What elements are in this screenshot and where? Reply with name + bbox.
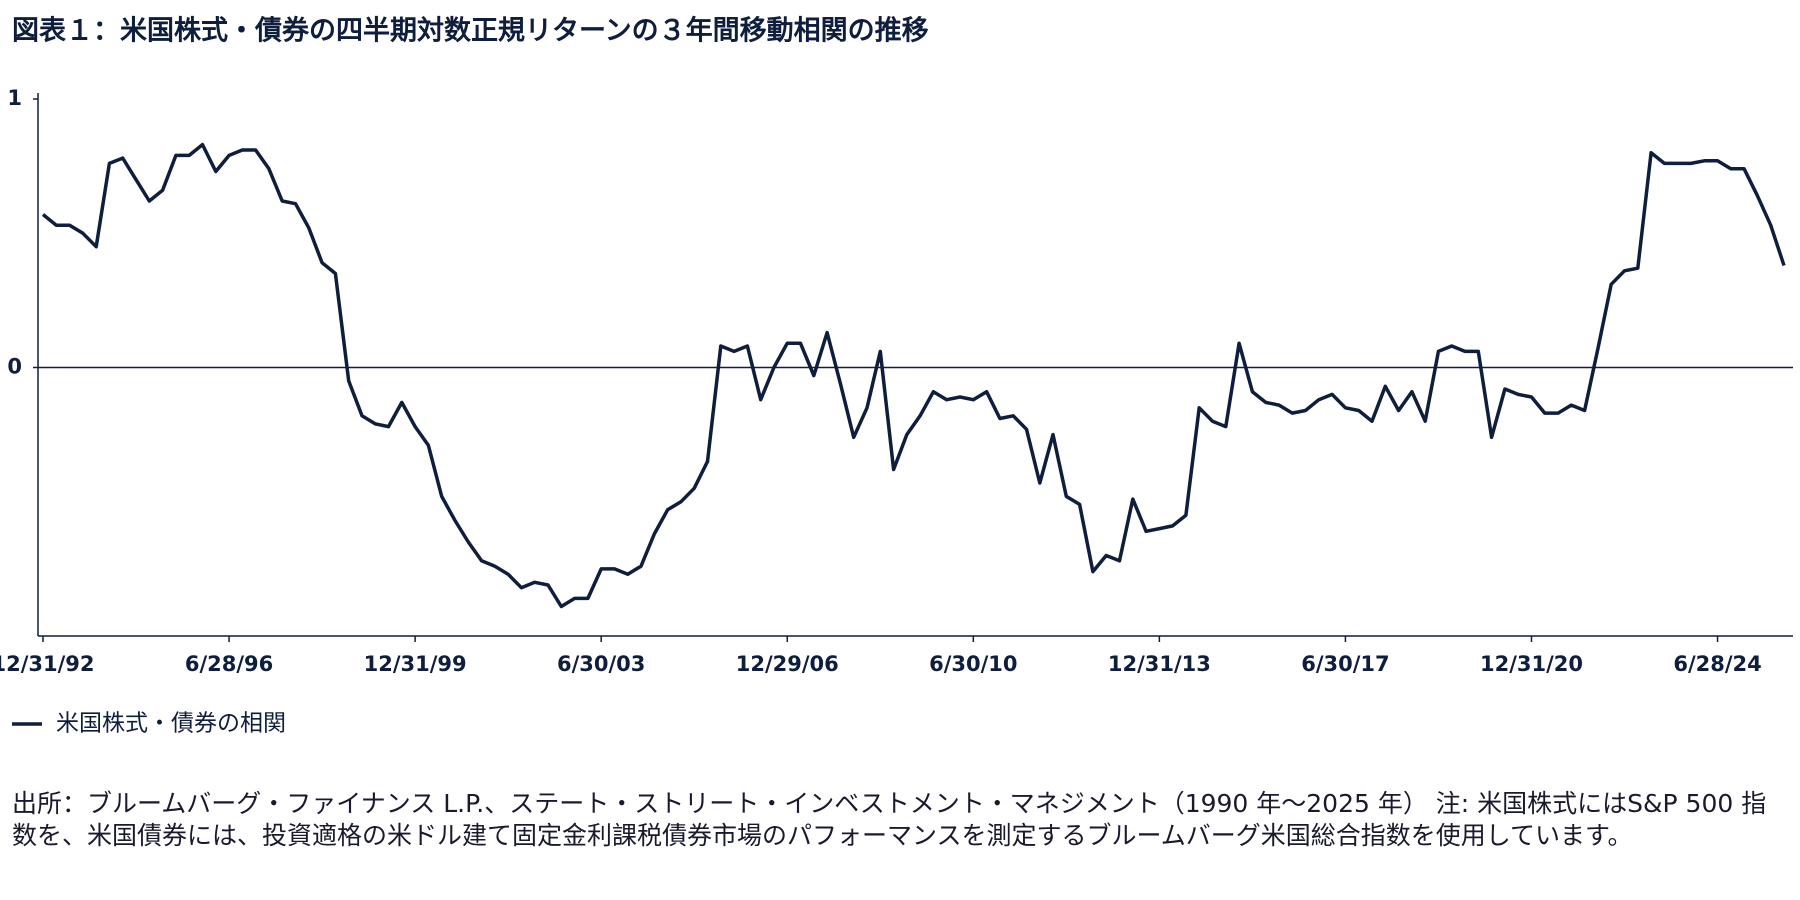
x-tick-label: 12/31/20 [1480, 652, 1583, 676]
x-tick-label: 12/31/99 [364, 652, 467, 676]
y-tick-label: 0 [7, 355, 22, 379]
x-tick-label: 6/30/03 [557, 652, 645, 676]
legend-label: 米国株式・債券の相関 [56, 711, 286, 737]
x-tick-label: 12/29/06 [736, 652, 839, 676]
footnote: 出所：ブルームバーグ・ファイナンス L.P.、ステート・ストリート・インベストメ… [12, 789, 1767, 850]
chart-title: 図表１：米国株式・債券の四半期対数正規リターンの３年間移動相関の推移 [12, 15, 929, 47]
x-tick-label: 12/31/13 [1108, 652, 1211, 676]
x-tick-label: 6/28/24 [1673, 652, 1761, 676]
x-tick-label: 6/30/17 [1301, 652, 1389, 676]
x-tick-label: 12/31/92 [0, 652, 95, 676]
series-line [41, 142, 1786, 609]
x-tick-label: 6/30/10 [929, 652, 1017, 676]
y-tick-label: 1 [7, 86, 22, 110]
x-tick-label: 6/28/96 [185, 652, 273, 676]
chart: 図表１：米国株式・債券の四半期対数正規リターンの３年間移動相関の推移 0 1 12/… [0, 15, 1793, 737]
